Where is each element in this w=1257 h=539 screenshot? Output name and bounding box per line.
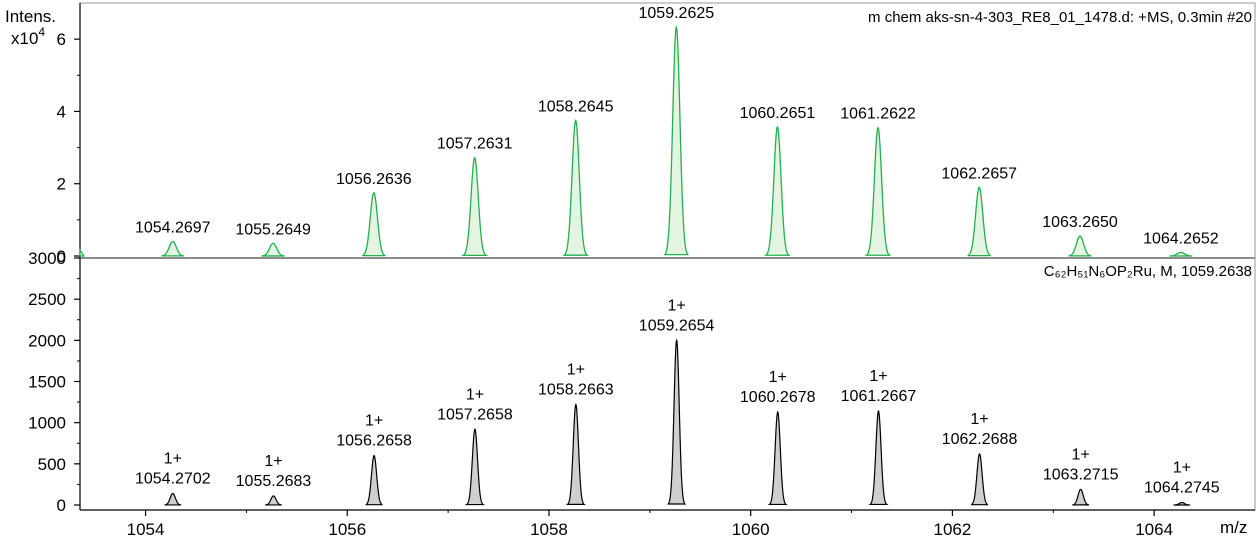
top-peak-label: 1064.2652 bbox=[1143, 230, 1219, 247]
bottom-peak-charge: 1+ bbox=[1173, 460, 1191, 477]
top-peak bbox=[1068, 235, 1092, 257]
bottom-y-tick-label: 2000 bbox=[28, 331, 66, 350]
bottom-y-tick-label: 2500 bbox=[28, 290, 66, 309]
top-spectrum-caption: m chem aks-sn-4-303_RE8_01_1478.d: +MS, … bbox=[868, 9, 1252, 26]
bottom-peak bbox=[464, 428, 486, 506]
measured-spectrum-panel: Intens. x104 m chem aks-sn-4-303_RE8_01_… bbox=[5, 2, 1256, 266]
top-peak bbox=[161, 240, 185, 257]
bottom-peak-label: 1056.2658 bbox=[336, 433, 412, 450]
top-peak-label: 1058.2645 bbox=[538, 98, 614, 115]
x-tick-label: 1062 bbox=[934, 520, 972, 539]
top-peak-label: 1055.2649 bbox=[235, 221, 311, 238]
bottom-peak-charge: 1+ bbox=[970, 411, 988, 428]
bottom-peak-label: 1059.2654 bbox=[639, 317, 715, 334]
bottom-peak-charge: 1+ bbox=[365, 413, 383, 430]
top-y-axis-multiplier: x104 bbox=[11, 25, 45, 48]
bottom-peak bbox=[265, 495, 282, 506]
bottom-peak-charge: 1+ bbox=[164, 450, 182, 467]
bottom-peak-label: 1064.2745 bbox=[1144, 480, 1220, 497]
top-y-tick-label: 6 bbox=[57, 30, 66, 49]
x-tick-label: 1058 bbox=[530, 520, 568, 539]
bottom-peaks: 1054.2702 1+ 1055.2683 1+ 1056.2658 1+ 1057.26… bbox=[135, 297, 1220, 506]
x-tick-label: 1064 bbox=[1135, 520, 1173, 539]
x-tick-label: 1054 bbox=[127, 520, 165, 539]
bottom-peak-label: 1055.2683 bbox=[236, 473, 312, 490]
bottom-spectrum-caption: C₆₂H₅₁N₆OP₂Ru, M, 1059.2638 bbox=[1044, 263, 1252, 280]
bottom-peak-label: 1062.2688 bbox=[942, 431, 1018, 448]
top-peak bbox=[362, 191, 386, 257]
top-peak bbox=[864, 126, 892, 256]
bottom-peak bbox=[868, 409, 889, 506]
top-y-axis-title: Intens. bbox=[5, 7, 56, 26]
top-peak bbox=[764, 125, 791, 256]
top-y-tick-label: 2 bbox=[57, 175, 66, 194]
simulated-spectrum-panel: C₆₂H₅₁N₆OP₂Ru, M, 1059.2638 m/z 0 500 1000… bbox=[28, 249, 1256, 539]
bottom-peak bbox=[365, 454, 383, 506]
bottom-y-tick-label: 0 bbox=[57, 496, 66, 515]
bottom-peak-charge: 1+ bbox=[667, 297, 685, 314]
bottom-peak bbox=[1072, 488, 1090, 506]
bottom-peak-label: 1063.2715 bbox=[1043, 466, 1119, 483]
top-peak-label: 1057.2631 bbox=[437, 136, 513, 153]
bottom-peak-label: 1057.2658 bbox=[437, 406, 513, 423]
top-peak bbox=[261, 242, 285, 257]
top-y-tick-label: 0 bbox=[57, 247, 66, 266]
bottom-peak-charge: 1+ bbox=[769, 369, 787, 386]
bottom-peak-label: 1058.2663 bbox=[538, 382, 614, 399]
bottom-peak bbox=[1173, 501, 1191, 506]
x-ticks: 1054 1056 1058 1060 1062 1064 bbox=[127, 510, 1173, 539]
bottom-peak-label: 1060.2678 bbox=[740, 389, 816, 406]
bottom-peak-charge: 1+ bbox=[264, 453, 282, 470]
x-axis-title: m/z bbox=[1220, 518, 1247, 537]
bottom-peak-charge: 1+ bbox=[567, 362, 585, 379]
bottom-y-tick-label: 1500 bbox=[28, 373, 66, 392]
top-peak-label: 1056.2636 bbox=[336, 171, 412, 188]
bottom-peak-charge: 1+ bbox=[869, 368, 887, 385]
bottom-y-ticks: 0 500 1000 1500 2000 2500 3000 bbox=[28, 249, 80, 515]
top-peak-label: 1063.2650 bbox=[1042, 214, 1118, 231]
top-peak-label: 1060.2651 bbox=[740, 105, 816, 122]
x-tick-label: 1060 bbox=[732, 520, 770, 539]
top-y-ticks: 0 2 4 6 bbox=[57, 30, 80, 266]
top-peak bbox=[562, 119, 589, 256]
top-peak bbox=[967, 186, 991, 257]
bottom-peak bbox=[970, 453, 989, 506]
top-peak-label: 1061.2622 bbox=[840, 106, 916, 123]
bottom-peak-label: 1061.2667 bbox=[841, 388, 917, 405]
top-peak-edge bbox=[79, 248, 86, 257]
bottom-peak-charge: 1+ bbox=[1072, 446, 1090, 463]
top-peak bbox=[663, 25, 690, 256]
bottom-peak bbox=[667, 338, 687, 505]
bottom-y-tick-label: 3000 bbox=[28, 249, 66, 268]
top-peaks: 1054.2697 1055.2649 1056.2636 1057.2631 1058… bbox=[79, 5, 1219, 257]
bottom-peak-label: 1054.2702 bbox=[135, 470, 211, 487]
top-peak bbox=[460, 156, 489, 257]
bottom-peak bbox=[565, 403, 586, 505]
bottom-peak bbox=[767, 410, 788, 506]
bottom-y-tick-label: 1000 bbox=[28, 414, 66, 433]
bottom-peak bbox=[164, 492, 182, 506]
top-peak bbox=[1169, 251, 1193, 257]
top-y-tick-label: 4 bbox=[57, 102, 66, 121]
top-peak-label: 1059.2625 bbox=[639, 5, 715, 22]
bottom-y-tick-label: 500 bbox=[38, 455, 66, 474]
bottom-peak-charge: 1+ bbox=[466, 386, 484, 403]
x-tick-label: 1056 bbox=[328, 520, 366, 539]
top-peak-label: 1054.2697 bbox=[135, 220, 211, 237]
top-peak-label: 1062.2657 bbox=[941, 165, 1017, 182]
